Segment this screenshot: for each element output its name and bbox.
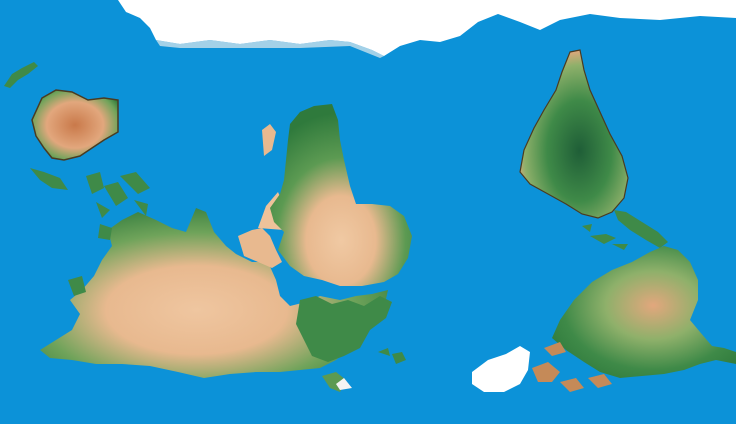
central-america [614, 210, 668, 248]
british-isles [378, 348, 406, 364]
australia [31, 89, 119, 161]
maritime-southeast-asia [30, 168, 150, 218]
antarctica-shelf-shadow [156, 40, 384, 58]
iceland-snow [336, 378, 352, 390]
antarctica [118, 0, 736, 56]
canadian-arctic-archipelago [532, 342, 612, 392]
africa [270, 104, 412, 286]
europe [296, 296, 392, 362]
caribbean [582, 224, 628, 250]
japan [68, 224, 112, 296]
india [238, 228, 282, 268]
south-america [519, 49, 629, 219]
asia [40, 208, 388, 378]
north-america [552, 246, 736, 378]
greenland [472, 346, 530, 392]
new-zealand [4, 62, 38, 88]
madagascar [262, 124, 276, 156]
